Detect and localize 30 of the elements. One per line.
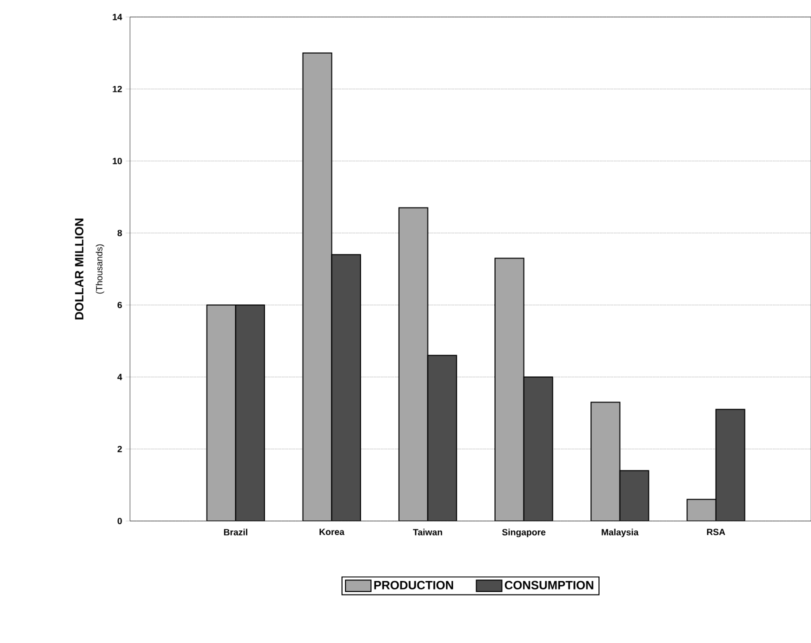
bar (523, 376, 554, 521)
bar (331, 254, 362, 521)
x-tick-label: Korea (320, 528, 344, 536)
bar (590, 402, 620, 521)
legend-label: CONSUMPTION (504, 580, 594, 590)
text: (Thousands) (96, 244, 104, 294)
y-tick-label: 8 (118, 230, 122, 236)
bar (428, 355, 457, 521)
x-tick-label: Taiwan (412, 528, 442, 536)
bar (715, 408, 746, 521)
y-tick-label: 10 (112, 158, 122, 164)
y-axis-title: DOLLAR MILLION (74, 218, 84, 320)
bar (686, 498, 716, 521)
y-tick-label: 4 (117, 374, 122, 380)
y-tick-label: 14 (112, 14, 122, 20)
y-tick-label: 12 (112, 86, 122, 92)
bar (494, 258, 524, 521)
legend-label: PRODUCTION (374, 580, 454, 590)
y-tick-label: 6 (118, 302, 122, 308)
y-tick-label: 0 (118, 518, 122, 524)
bar (398, 208, 428, 521)
x-tick-label: Brazil (224, 528, 248, 536)
x-tick-label: Malaysia (602, 528, 639, 538)
x-tick-label: Singapore (502, 528, 546, 538)
bar (206, 304, 236, 521)
y-tick-label: 2 (118, 446, 122, 452)
bar (302, 52, 332, 521)
bar (619, 470, 650, 521)
x-tick-label: RSA (707, 528, 726, 536)
bar (235, 304, 265, 521)
